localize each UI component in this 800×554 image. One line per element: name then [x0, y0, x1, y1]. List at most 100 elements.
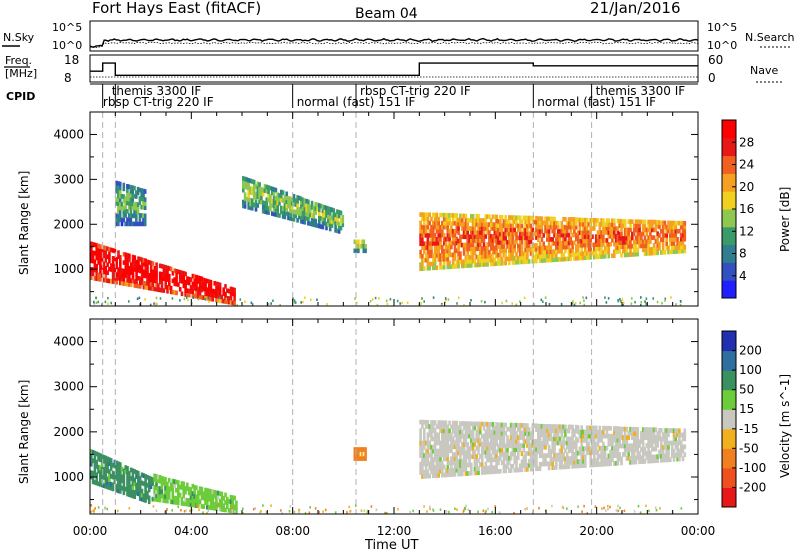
heatmap-cell: [575, 463, 578, 469]
heatmap-cell: [582, 459, 585, 464]
heatmap-cell: [453, 432, 457, 438]
heatmap-cell: [542, 453, 545, 458]
heatmap-cell: [442, 264, 446, 270]
heatmap-cell: [468, 242, 471, 248]
heatmap-cell: [265, 197, 269, 202]
heatmap-cell: [184, 292, 187, 297]
heatmap-cell: [226, 496, 229, 502]
heatmap-cell: [676, 456, 679, 462]
heatmap-cell: [451, 460, 455, 465]
heatmap-cell: [124, 273, 128, 278]
heatmap-cell: [531, 450, 535, 456]
heatmap-cell: [428, 228, 431, 234]
heatmap-cell: [575, 440, 578, 445]
heatmap-cell: [432, 224, 435, 230]
heatmap-cell: [582, 222, 585, 227]
heatmap-cell: [567, 460, 571, 465]
heatmap-cell: [627, 240, 630, 245]
heatmap-cell: [580, 446, 583, 452]
heatmap-cell: [629, 252, 632, 257]
heatmap-cell: [676, 440, 679, 446]
heatmap-cell: [549, 253, 553, 259]
heatmap-cell: [634, 227, 638, 233]
heatmap-cell: [593, 246, 596, 252]
heatmap-cell: [91, 242, 95, 247]
heatmap-cell: [500, 227, 504, 233]
heatmap-cell: [524, 235, 527, 241]
heatmap-cell: [206, 296, 209, 301]
heatmap-cell: [466, 429, 469, 435]
heatmap-cell: [571, 240, 574, 246]
heatmap-cell: [475, 421, 478, 427]
heatmap-cell: [139, 284, 142, 289]
heatmap-cell: [166, 277, 169, 282]
heatmap-cell: [444, 436, 448, 442]
heatmap-cell: [426, 257, 430, 263]
heatmap-cell: [623, 219, 627, 224]
heatmap-cell: [305, 211, 308, 217]
nsearch-line: [89, 41, 699, 49]
heatmap-cell: [560, 232, 564, 238]
heatmap-cell: [146, 494, 149, 500]
heatmap-cell: [598, 445, 602, 451]
heatmap-cell: [585, 251, 589, 256]
heatmap-cell: [560, 257, 564, 262]
heatmap-cell: [242, 203, 245, 209]
heatmap-cell: [464, 255, 468, 260]
heatmap-cell: [459, 238, 462, 244]
heatmap-cell: [674, 452, 678, 458]
heatmap-cell: [486, 230, 489, 235]
heatmap-cell: [670, 444, 674, 450]
heatmap-cell: [442, 212, 446, 218]
heatmap-cell: [634, 247, 638, 253]
heatmap-cell: [674, 228, 678, 234]
heatmap-cell: [546, 237, 549, 242]
heatmap-cell: [290, 197, 294, 202]
heatmap-cell: [651, 427, 654, 433]
heatmap-cell: [511, 426, 515, 432]
heatmap-cell: [353, 248, 357, 254]
y-tick-label: 4000: [53, 128, 84, 142]
heatmap-cell: [162, 272, 166, 278]
heatmap-cell: [591, 462, 594, 468]
heatmap-cell: [332, 212, 336, 217]
heatmap-cell: [580, 450, 583, 456]
heatmap-cell: [193, 274, 196, 279]
heatmap-cell: [499, 256, 502, 262]
heatmap-cell: [584, 222, 587, 227]
heatmap-cell: [611, 445, 614, 451]
heatmap-cell: [108, 247, 111, 252]
heatmap-cell: [549, 457, 553, 462]
heatmap-cell: [511, 422, 515, 428]
heatmap-cell: [647, 439, 650, 444]
heatmap-cell: [473, 218, 477, 223]
heatmap-cell: [567, 448, 571, 454]
heatmap-cell: [263, 205, 267, 210]
heatmap-cell: [217, 286, 220, 291]
heatmap-cell: [578, 221, 582, 227]
heatmap-cell: [120, 478, 124, 483]
heatmap-cell: [462, 433, 466, 439]
heatmap-cell: [158, 275, 162, 281]
heatmap-cell: [623, 223, 627, 228]
heatmap-cell: [358, 244, 362, 249]
heatmap-cell: [90, 510, 93, 513]
heatmap-cell: [160, 480, 164, 486]
heatmap-cell: [502, 240, 506, 245]
heatmap-cell: [560, 460, 564, 466]
heatmap-cell: [471, 446, 475, 451]
heatmap-cell: [529, 462, 533, 468]
heatmap-cell: [535, 423, 538, 429]
heatmap-cell: [252, 191, 256, 196]
heatmap-cell: [564, 224, 567, 230]
heatmap-cell: [151, 477, 155, 482]
heatmap-cell: [310, 200, 314, 206]
heatmap-cell: [629, 460, 632, 465]
heatmap-cell: [649, 219, 652, 225]
heatmap-cell: [189, 498, 193, 504]
heatmap-cell: [93, 512, 95, 515]
heatmap-cell: [589, 446, 592, 451]
heatmap-cell: [451, 456, 455, 461]
heatmap-cell: [518, 431, 522, 436]
heatmap-cell: [290, 208, 294, 214]
